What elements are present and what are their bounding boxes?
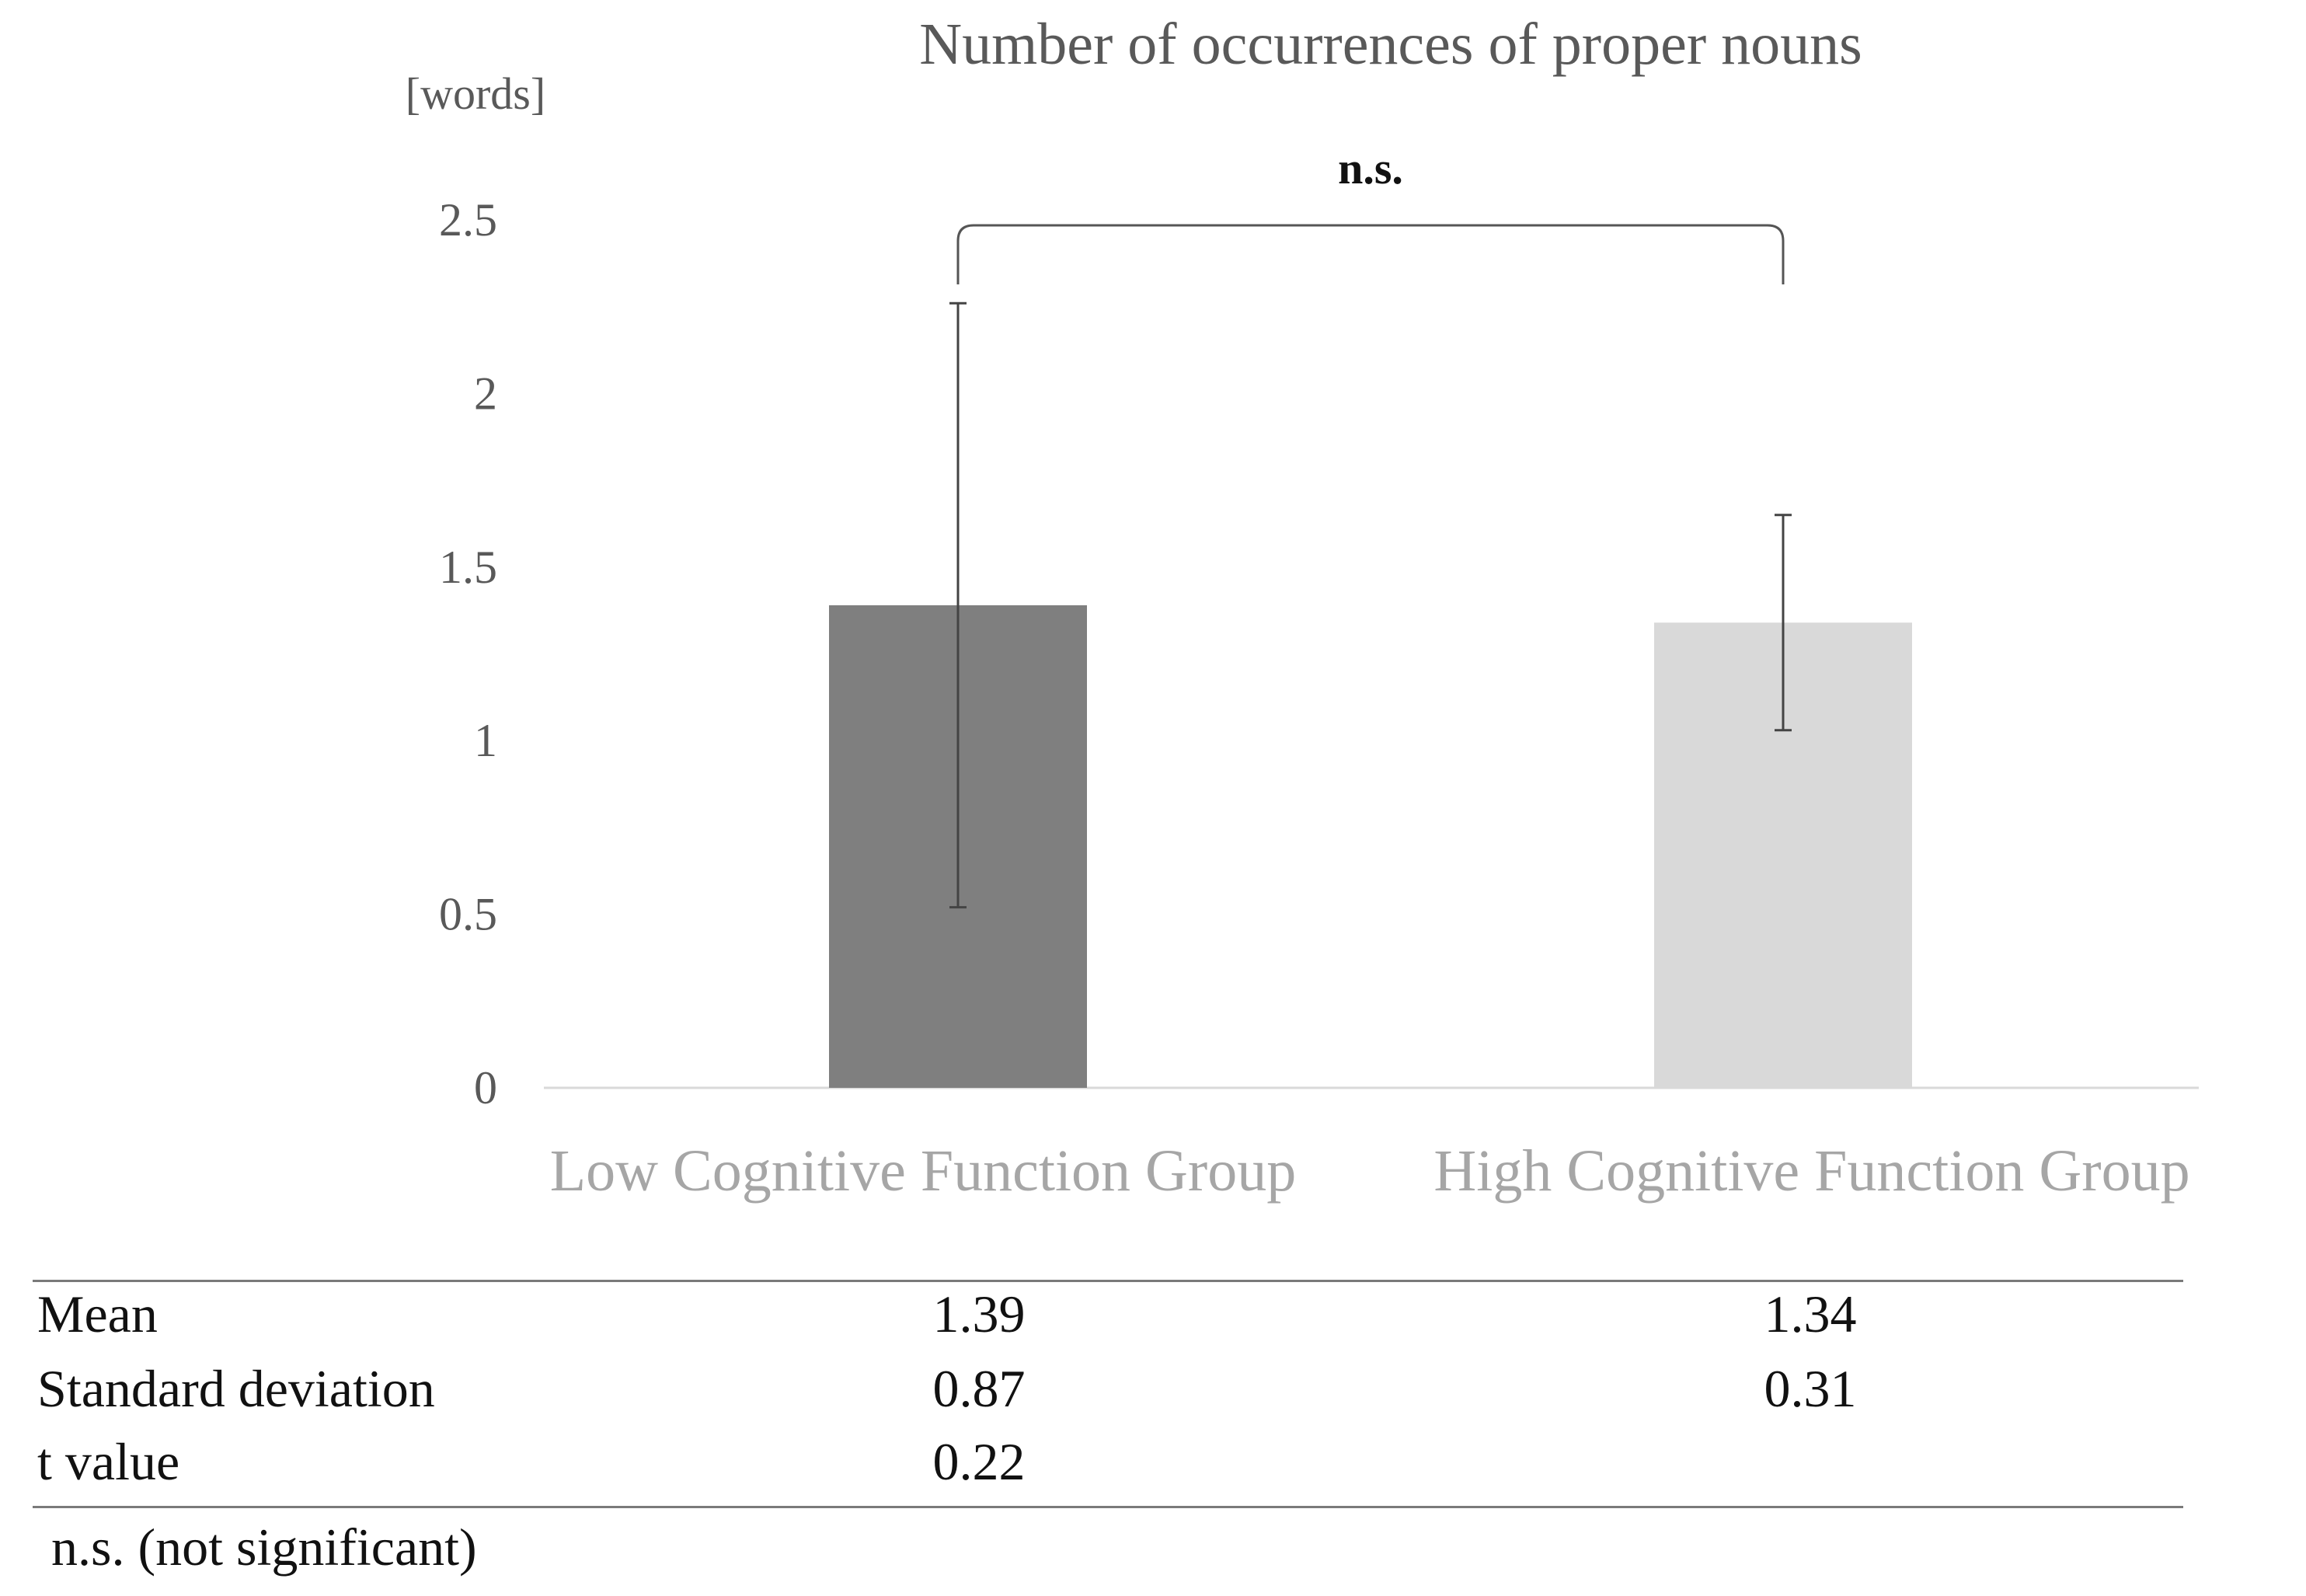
y-tick-label: 2.5: [439, 194, 497, 246]
high-group-value: 1.34: [1764, 1284, 1857, 1343]
significance-label: n.s.: [1338, 143, 1403, 193]
low-group-value: 0.87: [932, 1359, 1026, 1418]
bar-chart: Number of occurrences of proper nouns [w…: [406, 12, 2199, 1204]
row-label: Mean: [37, 1284, 158, 1343]
table-top-rule: [33, 1280, 2183, 1282]
chart-title: Number of occurrences of proper nouns: [919, 12, 1862, 77]
table-row-t-value: t value 0.22: [0, 1431, 2306, 1506]
y-tick-label: 1: [474, 715, 497, 766]
table-row-mean: Mean 1.39 1.34: [0, 1284, 2306, 1358]
low-group-value: 1.39: [932, 1284, 1026, 1343]
x-category-label: High Cognitive Function Group: [1433, 1138, 2189, 1204]
y-tick-label: 1.5: [439, 542, 497, 593]
table-bottom-rule: [33, 1506, 2183, 1508]
y-tick-label: 0: [474, 1062, 497, 1113]
high-group-value: 0.31: [1764, 1359, 1857, 1418]
footnote: n.s. (not significant): [51, 1518, 477, 1577]
table-row-sd: Standard deviation 0.87 0.31: [0, 1358, 2306, 1433]
t-value: 0.22: [932, 1432, 1026, 1491]
y-tick-label: 2: [474, 368, 497, 419]
y-axis-label: [words]: [406, 68, 545, 119]
x-category-label: Low Cognitive Function Group: [550, 1138, 1297, 1204]
y-tick-label: 0.5: [439, 889, 497, 940]
significance-bracket: [956, 224, 1785, 284]
row-label: Standard deviation: [37, 1359, 435, 1418]
row-label: t value: [37, 1432, 180, 1491]
